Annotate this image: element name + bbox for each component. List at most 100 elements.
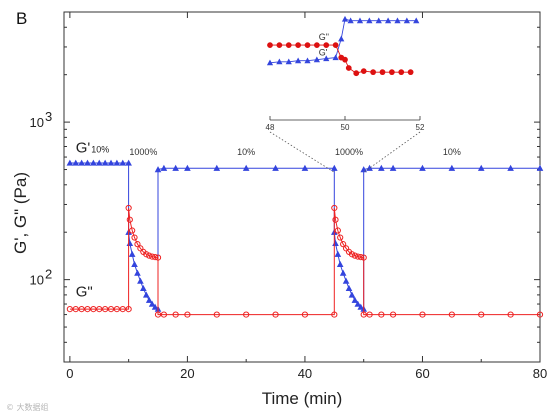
data-point bbox=[102, 306, 109, 313]
data-point bbox=[149, 253, 156, 260]
inset-data-point bbox=[285, 58, 292, 65]
x-tick-label: 60 bbox=[415, 366, 429, 381]
data-point bbox=[448, 311, 455, 318]
data-point bbox=[137, 277, 144, 284]
inset-data-point bbox=[266, 59, 274, 66]
data-point bbox=[360, 166, 368, 173]
x-tick-label: 40 bbox=[298, 366, 312, 381]
data-point bbox=[125, 306, 132, 313]
y-tick-label: 10 bbox=[30, 115, 44, 130]
data-point bbox=[357, 303, 365, 310]
data-point bbox=[90, 306, 97, 313]
x-tick-label: 0 bbox=[66, 366, 73, 381]
data-point bbox=[172, 164, 179, 171]
data-point bbox=[107, 159, 115, 166]
data-point bbox=[507, 164, 514, 171]
data-point bbox=[154, 254, 162, 261]
data-point bbox=[113, 159, 121, 166]
inset-data-point bbox=[353, 70, 360, 77]
inset-data-point bbox=[323, 55, 330, 62]
strain-annotation: 10% bbox=[443, 147, 461, 157]
data-point bbox=[331, 164, 338, 171]
data-point bbox=[507, 311, 514, 318]
inset-data-point bbox=[347, 17, 354, 24]
data-point bbox=[351, 296, 359, 303]
data-point bbox=[131, 234, 138, 241]
data-point bbox=[96, 306, 103, 313]
inset-zoom-guide-left bbox=[269, 131, 335, 173]
data-point bbox=[536, 164, 544, 171]
data-point bbox=[348, 251, 356, 258]
data-point bbox=[128, 250, 136, 257]
data-point bbox=[378, 311, 385, 318]
series-label-strain: 10% bbox=[91, 145, 109, 155]
y-tick-exponent: 2 bbox=[45, 267, 52, 282]
data-point bbox=[78, 306, 85, 313]
data-point bbox=[213, 164, 221, 171]
data-point bbox=[272, 164, 279, 171]
y-axis-title: G', G" (Pa) bbox=[11, 172, 30, 254]
x-tick-label: 80 bbox=[533, 366, 547, 381]
watermark: © 大数据组 bbox=[6, 402, 49, 412]
inset-data-point bbox=[313, 56, 320, 63]
plot-frame bbox=[63, 11, 541, 363]
inset-data-point bbox=[313, 42, 320, 49]
data-point bbox=[184, 164, 191, 171]
data-point bbox=[101, 159, 109, 166]
data-point bbox=[134, 241, 141, 248]
data-point bbox=[301, 311, 309, 318]
data-point bbox=[389, 164, 397, 171]
inset-data-point bbox=[379, 69, 386, 76]
series-line bbox=[69, 207, 540, 316]
data-point bbox=[107, 306, 115, 313]
data-point bbox=[366, 311, 373, 318]
data-point bbox=[119, 306, 126, 313]
data-point bbox=[360, 311, 367, 318]
data-point bbox=[84, 159, 91, 166]
data-point bbox=[389, 311, 397, 318]
data-point bbox=[360, 254, 367, 261]
data-point bbox=[536, 311, 544, 318]
annotation-layer: G'10% G" 1000% 10% 1000% 10% bbox=[76, 140, 461, 301]
inset-data-point bbox=[332, 42, 339, 49]
data-point bbox=[66, 306, 73, 313]
data-point bbox=[354, 300, 362, 307]
data-point bbox=[151, 303, 159, 310]
data-point bbox=[131, 260, 138, 268]
data-point bbox=[336, 260, 344, 268]
inset-data-point bbox=[385, 17, 392, 24]
series-g-prime bbox=[66, 159, 544, 312]
data-point bbox=[151, 254, 159, 261]
data-point bbox=[332, 239, 339, 247]
inset-data-point bbox=[398, 69, 405, 76]
inset-data-point bbox=[360, 68, 367, 75]
inset-data-point bbox=[341, 15, 349, 22]
data-point bbox=[419, 311, 426, 318]
data-point bbox=[378, 164, 385, 171]
data-point bbox=[84, 306, 91, 313]
strain-annotation: 10% bbox=[237, 147, 255, 157]
inset-data-point bbox=[342, 56, 348, 63]
inset-data-point bbox=[388, 69, 395, 76]
series-layer bbox=[66, 159, 544, 318]
data-point bbox=[119, 159, 127, 166]
data-point bbox=[448, 164, 456, 171]
data-point bbox=[72, 159, 80, 166]
data-point bbox=[301, 164, 309, 171]
data-point bbox=[348, 291, 356, 298]
panel-label: B bbox=[16, 9, 27, 28]
data-point bbox=[90, 159, 97, 166]
data-point bbox=[478, 311, 485, 318]
data-point bbox=[145, 296, 153, 303]
data-point bbox=[243, 311, 250, 318]
inset-data-point bbox=[413, 17, 420, 24]
data-point bbox=[113, 306, 120, 313]
inset-x-tick-label: 48 bbox=[266, 123, 275, 132]
data-point bbox=[140, 284, 147, 292]
data-point bbox=[332, 216, 339, 223]
data-point bbox=[334, 250, 342, 257]
data-point bbox=[354, 253, 361, 260]
series-label-g-double-prime: G" bbox=[76, 284, 93, 301]
